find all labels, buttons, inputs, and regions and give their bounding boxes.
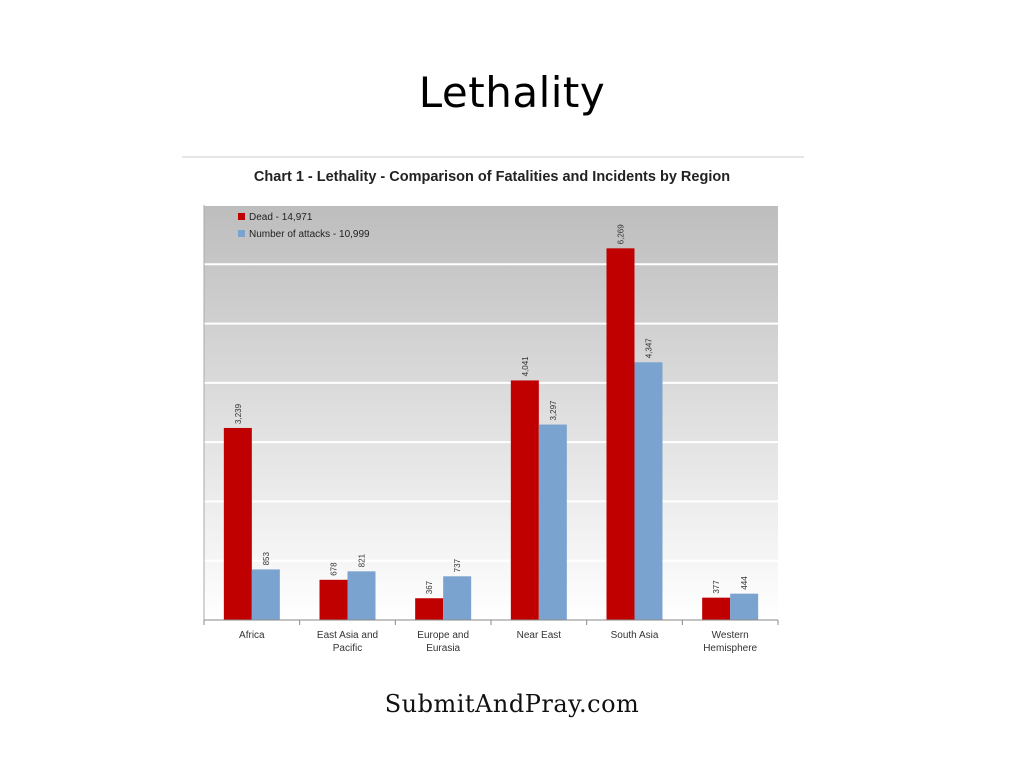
legend-swatch — [238, 213, 245, 220]
bar-dead — [606, 248, 635, 620]
bar-value-label: 367 — [425, 580, 434, 594]
bar-labels: 3,239 678 367 4,041 6,269 377 853 821 737 3,297 4,… — [234, 224, 749, 594]
bar-dead — [415, 598, 444, 620]
bar-value-label: 678 — [330, 562, 339, 576]
bar-value-label: 4,347 — [645, 338, 654, 359]
x-tick-label: Near East — [517, 630, 562, 641]
bar-value-label: 444 — [740, 576, 749, 590]
bar-value-label: 6,269 — [617, 224, 626, 245]
bar-value-label: 3,239 — [234, 403, 243, 424]
x-tick-label: Africa — [239, 630, 265, 641]
bars — [223, 248, 759, 620]
bar-attacks — [730, 593, 759, 620]
bar-attacks — [538, 424, 567, 620]
slide-title: Lethality — [418, 68, 606, 117]
bar-value-label: 377 — [712, 580, 721, 594]
bar-attacks — [634, 362, 663, 620]
bar-value-label: 3,297 — [549, 400, 558, 421]
bar-dead — [510, 380, 539, 620]
bar-value-label: 737 — [453, 558, 462, 572]
bar-dead — [223, 427, 252, 620]
legend-entry: Dead - 14,971 — [249, 212, 313, 223]
bar-attacks — [443, 576, 472, 620]
legend: Dead - 14,971 Number of attacks - 10,999 — [238, 212, 370, 240]
bar-value-label: 821 — [358, 553, 367, 567]
axes — [203, 205, 779, 625]
x-tick-label: Western Hemisphere — [703, 630, 757, 654]
x-tick-label: South Asia — [611, 630, 659, 641]
bar-attacks — [347, 571, 376, 620]
bar-value-label: 853 — [262, 552, 271, 566]
plot-area — [204, 205, 778, 620]
x-tick-labels: Africa East Asia and Pacific Europe and Eura… — [239, 630, 758, 654]
x-tick-label: East Asia and Pacific — [317, 630, 378, 654]
footer-logo: SubmitAndPray.com — [0, 690, 1024, 718]
bar-value-label: 4,041 — [521, 356, 530, 377]
footer-logo-text: SubmitAndPray.com — [384, 690, 640, 718]
bar-dead — [702, 597, 731, 620]
legend-swatch — [238, 230, 245, 237]
legend-entry: Number of attacks - 10,999 — [249, 229, 370, 240]
bar-attacks — [251, 569, 280, 620]
x-tick-label: Europe and Eurasia — [417, 630, 469, 654]
gridlines — [204, 204, 778, 562]
bar-dead — [319, 579, 348, 620]
chart-title: Chart 1 - Lethality - Comparison of Fata… — [254, 169, 730, 185]
